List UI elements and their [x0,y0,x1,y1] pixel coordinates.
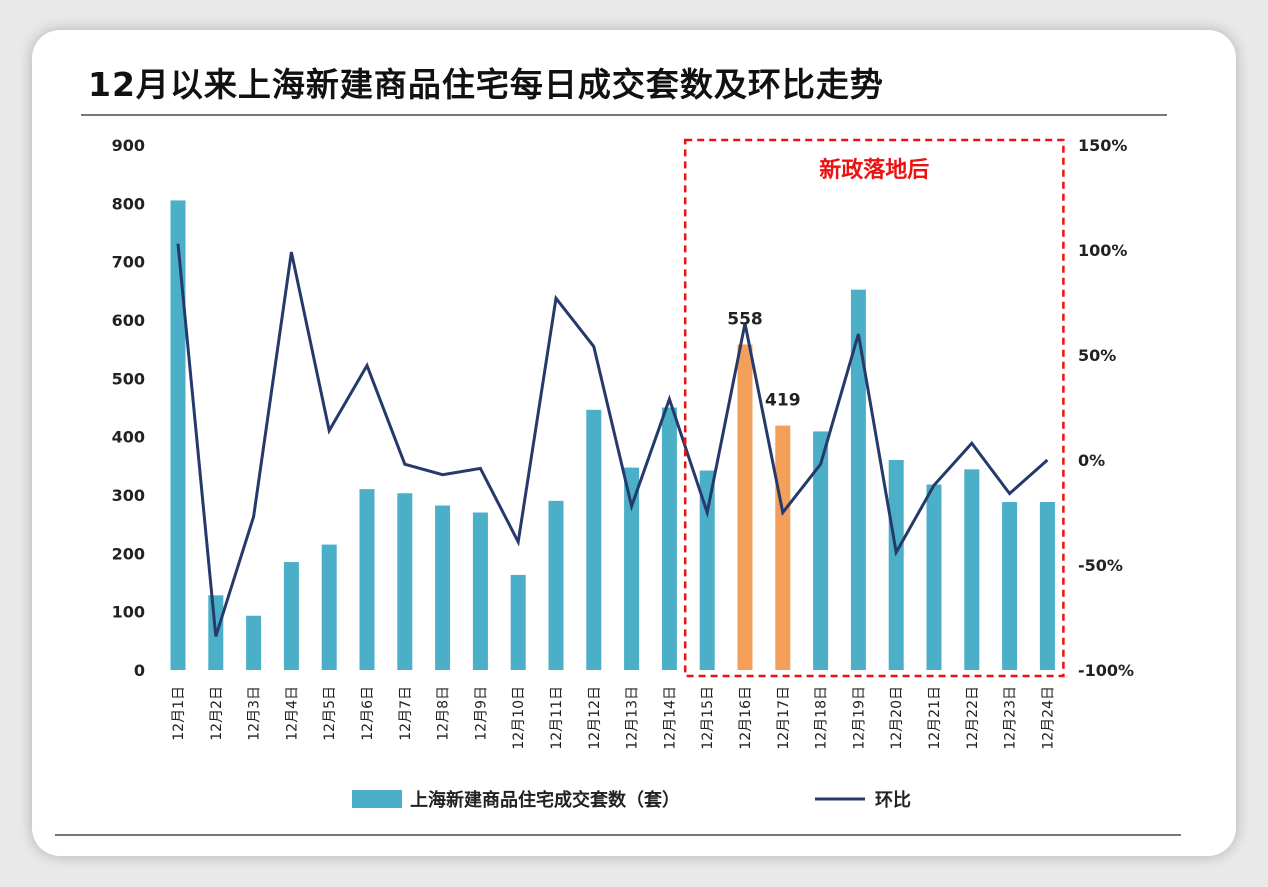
line-series-group [176,243,1049,637]
x-tick-label: 12月14日 [662,686,678,750]
left-tick-label: 400 [112,428,145,447]
x-tick-label: 12月5日 [322,686,338,741]
x-tick-label: 12月20日 [889,686,905,750]
bottom-divider [55,834,1181,836]
x-tick-label: 12月15日 [700,686,716,750]
left-tick-label: 300 [112,486,145,505]
title-divider [81,114,1167,116]
left-tick-label: 900 [112,136,145,155]
x-tick-label: 12月23日 [1003,686,1019,750]
right-axis-ticks: -100% -50% 0% 50% 100% 150% [1078,136,1134,680]
legend-bar-label: 上海新建商品住宅成交套数（套） [410,789,680,811]
right-tick-label: 0% [1078,451,1105,470]
bar-5 [321,544,337,670]
bar-11 [548,500,564,670]
bar-23 [1002,502,1018,670]
legend: 上海新建商品住宅成交套数（套） 环比 [352,789,911,811]
x-tick-label: 12月6日 [360,686,376,741]
left-tick-label: 600 [112,311,145,330]
chart-title: 12月以来上海新建商品住宅每日成交套数及环比走势 [88,65,884,104]
bar-19 [850,289,866,670]
annotation-label: 新政落地后 [819,157,929,183]
x-tick-label: 12月21日 [927,686,943,750]
data-label: 558 [727,310,763,330]
left-tick-label: 0 [134,661,145,680]
x-tick-label: 12月19日 [851,686,867,750]
x-tick-label: 12月7日 [398,686,414,741]
bar-series [170,200,1055,670]
bar-3 [246,615,262,670]
bar-7 [397,493,413,670]
bar-4 [283,562,299,670]
bar-9 [472,512,488,670]
x-tick-label: 12月18日 [814,686,830,750]
left-tick-label: 200 [112,544,145,563]
x-tick-label: 12月17日 [776,686,792,750]
bar-12 [586,409,602,670]
bar-1 [170,200,186,670]
right-tick-label: 150% [1078,136,1127,155]
x-tick-label: 12月8日 [436,686,452,741]
x-tick-label: 12月13日 [625,686,641,750]
legend-line-label: 环比 [875,790,911,811]
left-tick-label: 800 [112,194,145,213]
bar-13 [624,467,640,670]
bar-14 [661,407,677,670]
left-tick-label: 100 [112,603,145,622]
bar-21 [926,484,942,670]
bar-6 [359,489,375,670]
bar-16 [737,344,753,670]
bar-18 [813,431,829,670]
x-tick-label: 12月9日 [473,686,489,741]
x-tick-label: 12月24日 [1040,686,1056,750]
left-axis-ticks: 0 100 200 300 400 500 600 700 800 900 [112,136,145,680]
bar-20 [888,460,904,670]
x-tick-label: 12月11日 [549,686,565,750]
x-tick-label: 12月10日 [511,686,527,750]
x-tick-label: 12月1日 [171,686,187,741]
data-label: 419 [765,391,801,411]
legend-bar-swatch [352,790,402,808]
right-tick-label: -50% [1078,556,1123,575]
annotation-box [683,138,1065,678]
bar-17 [775,425,791,670]
x-tick-label: 12月3日 [247,686,263,741]
bar-10 [510,574,526,670]
x-tick-label: 12月2日 [209,686,225,741]
bar-8 [435,505,451,670]
chart-card [32,30,1236,856]
right-tick-label: 50% [1078,346,1116,365]
left-tick-label: 500 [112,369,145,388]
right-tick-label: 100% [1078,241,1127,260]
x-axis-ticks: 12月1日 12月2日 12月3日 12月4日 12月5日 12月6日 12月7日 12月8日… [171,686,1056,750]
ratio-line [176,243,1049,637]
x-tick-label: 12月16日 [738,686,754,750]
data-labels: 558 419 [727,310,800,411]
right-tick-label: -100% [1078,661,1134,680]
left-tick-label: 700 [112,253,145,272]
x-tick-label: 12月12日 [587,686,603,750]
bar-22 [964,469,980,670]
bar-24 [1039,502,1055,670]
annotation-group: 新政落地后 [683,138,1065,678]
x-tick-label: 12月22日 [965,686,981,750]
x-tick-label: 12月4日 [284,686,300,741]
bar-15 [699,470,715,670]
